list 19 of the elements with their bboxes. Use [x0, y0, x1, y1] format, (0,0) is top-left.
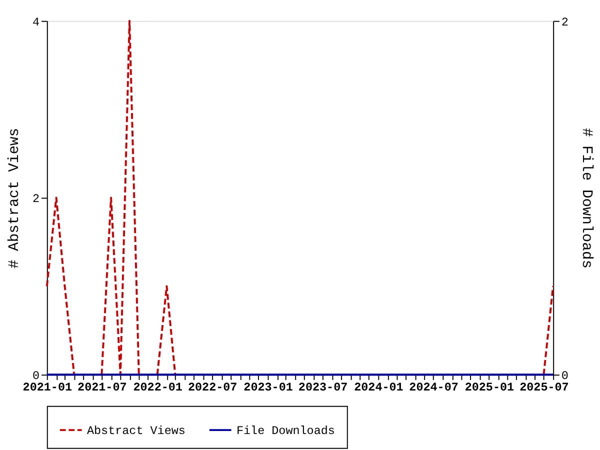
x-tick-label: 2021-07 [78, 380, 127, 395]
y2-tick-label: 2 [561, 15, 568, 30]
x-tick-label: 2022-07 [188, 380, 238, 395]
y2-tick-label: 0 [561, 369, 568, 384]
x-tick-label: 2023-01 [244, 380, 293, 395]
y-tick-label: 2 [32, 192, 40, 206]
x-tick-label: 2024-01 [354, 380, 404, 395]
x-tick-label: 2021-01 [22, 380, 72, 395]
x-tick-label: 2025-07 [520, 380, 569, 395]
y-tick-label: 0 [32, 369, 40, 384]
x-tick-label: 2023-07 [298, 380, 348, 395]
x-tick-label: 2022-01 [133, 380, 182, 395]
x-tick-label: 2024-07 [409, 380, 458, 395]
legend-label: Abstract Views [86, 424, 186, 438]
legend-label: File Downloads [236, 424, 335, 438]
y-tick-label: 4 [32, 15, 40, 30]
y2-axis-title: # File Downloads [578, 128, 594, 269]
y-axis-title: # Abstract Views [6, 128, 23, 269]
x-tick-label: 2025-01 [464, 380, 514, 395]
